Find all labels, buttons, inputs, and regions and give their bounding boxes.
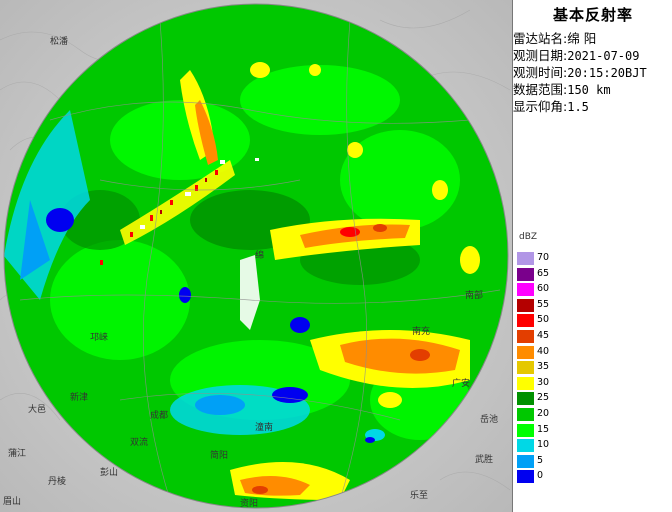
legend-value: 30 — [537, 376, 550, 388]
legend-swatch — [517, 283, 534, 297]
legend-item: 40 — [517, 344, 557, 359]
elevation-value: 1.5 — [567, 100, 589, 114]
legend-swatch — [517, 267, 534, 281]
legend-item: 70 — [517, 250, 557, 265]
city-label: 丹棱 — [48, 475, 66, 487]
city-label: 大邑 — [28, 403, 46, 415]
legend-value: 55 — [537, 298, 550, 310]
legend-swatch — [517, 439, 534, 453]
city-label: 新津 — [70, 391, 88, 403]
city-label: 绵 — [255, 249, 264, 261]
city-labels: 松潘 绵 邛崃 大邑 成都 新津 双流 蒲江 彭山 丹棱 眉山 简阳 资阳 乐至… — [3, 35, 498, 509]
time-label: 观测时间: — [513, 65, 568, 80]
time-row: 观测时间:20:15:20BJT — [513, 62, 647, 81]
station-row: 雷达站名:绵 阳 — [513, 28, 596, 47]
radar-map[interactable]: 松潘 绵 邛崃 大邑 成都 新津 双流 蒲江 彭山 丹棱 眉山 简阳 资阳 乐至… — [0, 0, 512, 512]
city-label: 双流 — [130, 436, 148, 448]
city-label: 邛崃 — [90, 331, 108, 343]
legend-value: 45 — [537, 330, 550, 341]
legend-value: 20 — [537, 408, 550, 419]
legend-value: 35 — [537, 361, 550, 373]
legend-item: 0 — [517, 468, 557, 484]
legend-item: 50 — [517, 312, 557, 328]
panel-title: 基本反射率 — [552, 6, 633, 24]
city-label: 岳池 — [480, 413, 498, 425]
range-ring — [3, 3, 509, 509]
legend-swatch — [517, 345, 534, 359]
legend-value: 70 — [537, 252, 550, 263]
legend-item: 35 — [517, 359, 557, 375]
station-value: 绵 阳 — [567, 31, 597, 46]
legend-swatch — [517, 314, 534, 328]
legend-swatch — [517, 330, 534, 343]
legend-item: 45 — [517, 328, 557, 343]
legend-swatch — [517, 361, 534, 375]
city-label: 蒲江 — [8, 447, 26, 459]
legend-swatch — [517, 408, 534, 421]
city-label: 彭山 — [100, 466, 118, 478]
legend-value: 40 — [537, 345, 550, 357]
city-label: 南充 — [412, 325, 430, 337]
city-label: 简阳 — [210, 449, 228, 461]
time-value: 20:15:20BJT — [567, 66, 647, 80]
city-label: 潼南 — [255, 421, 273, 433]
date-row: 观测日期:2021-07-09 — [513, 45, 639, 64]
range-value: 150 km — [567, 83, 611, 97]
city-label: 南部 — [465, 289, 483, 301]
city-label: 广安 — [452, 377, 470, 389]
legend-item: 10 — [517, 437, 557, 453]
legend-item: 20 — [517, 406, 557, 421]
radar-echo — [4, 4, 508, 508]
legend-value: 60 — [537, 283, 550, 295]
legend-item: 5 — [517, 453, 557, 468]
city-label: 松潘 — [50, 35, 68, 47]
legend-value: 15 — [537, 423, 550, 435]
legend-swatch — [517, 470, 534, 484]
city-label: 成都 — [150, 409, 168, 421]
legend-swatch — [517, 454, 534, 468]
legend-swatch — [517, 298, 534, 312]
legend-value: 25 — [537, 392, 550, 404]
legend-value: 10 — [537, 439, 550, 451]
legend-unit: dBZ — [519, 232, 538, 242]
legend-item: 55 — [517, 297, 557, 312]
city-label: 乐至 — [410, 489, 428, 501]
legend-value: 50 — [537, 314, 550, 326]
legend-swatch — [517, 423, 534, 437]
info-panel: 基本反射率 雷达站名:绵 阳 观测日期:2021-07-09 观测时间:20:1… — [512, 0, 672, 512]
legend-item: 60 — [517, 281, 557, 297]
range-label: 数据范围: — [513, 82, 568, 97]
city-label: 眉山 — [3, 496, 21, 507]
date-label: 观测日期: — [513, 48, 568, 63]
legend-swatch — [517, 252, 534, 265]
city-label: 资阳 — [240, 498, 258, 509]
elevation-label: 显示仰角: — [513, 99, 568, 114]
legend-item: 15 — [517, 422, 557, 437]
station-label: 雷达站名: — [513, 31, 568, 46]
date-value: 2021-07-09 — [567, 49, 640, 63]
legend-swatch — [517, 392, 534, 406]
elevation-row: 显示仰角:1.5 — [513, 96, 589, 115]
range-row: 数据范围:150 km — [513, 79, 611, 98]
legend-value: 65 — [537, 267, 550, 279]
city-label: 武胜 — [475, 453, 493, 465]
legend-item: 30 — [517, 375, 557, 390]
legend-value: 5 — [537, 454, 544, 466]
legend-item: 65 — [517, 266, 557, 281]
legend-value: 0 — [537, 470, 544, 482]
legend-swatch — [517, 376, 534, 390]
legend-item: 25 — [517, 390, 557, 406]
